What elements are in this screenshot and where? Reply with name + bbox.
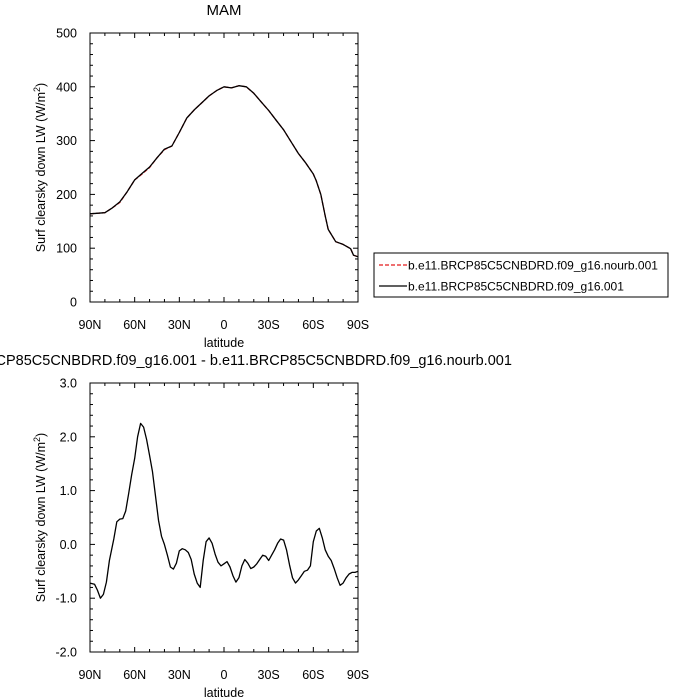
y-tick-label: 200 [56,188,77,202]
panel-difference: b.e11.BRCP85C5CNBDRD.f09_g16.001 - b.e11… [0,353,512,700]
y-tick-label: 1.0 [60,484,77,498]
y-tick-label: 3.0 [60,377,77,391]
x-tick-label: 90N [79,318,102,332]
y-tick-label: 400 [56,80,77,94]
legend: b.e11.BRCP85C5CNBDRD.f09_g16.nourb.001 b.… [373,252,669,298]
legend-label-0: b.e11.BRCP85C5CNBDRD.f09_g16.nourb.001 [408,259,658,273]
x-tick-label: 90S [347,668,369,682]
chart-title: MAM [207,2,242,19]
x-tick-label: 30N [168,668,191,682]
x-tick-label: 30S [258,668,280,682]
y-axis-label: Surf clearsky down LW (W/m2) [32,83,48,252]
panel-mam: MAM 90N 60N 30N 0 30S 60S 90S 0 100 200 300 400 500 la… [32,2,369,350]
plot-frame [89,382,359,653]
x-tick-label: 0 [221,318,228,332]
y-tick-label: 0.0 [60,538,77,552]
series-line-0 [89,85,359,258]
x-axis-label: latitude [204,686,244,700]
x-tick-label: 0 [221,668,228,682]
x-tick-label: 30N [168,318,191,332]
chart-title: b.e11.BRCP85C5CNBDRD.f09_g16.001 - b.e11… [0,353,512,369]
y-tick-label: 300 [56,134,77,148]
legend-box [373,252,669,298]
series-line-0 [89,422,359,599]
x-tick-label: 30S [258,318,280,332]
x-tick-label: 60S [302,318,324,332]
x-tick-label: 60N [123,668,146,682]
y-tick-label: 2.0 [60,430,77,444]
series-line-1 [89,85,359,258]
y-axis-label: Surf clearsky down LW (W/m2) [32,433,48,602]
x-tick-label: 90S [347,318,369,332]
legend-label-1: b.e11.BRCP85C5CNBDRD.f09_g16.001 [408,280,624,294]
plot-frame [89,32,359,303]
x-tick-label: 60S [302,668,324,682]
y-tick-label: 100 [56,242,77,256]
x-tick-label: 90N [79,668,102,682]
x-axis-label: latitude [204,336,244,350]
x-tick-label: 60N [123,318,146,332]
y-tick-label: 0 [70,296,77,310]
y-tick-label: -2.0 [55,646,77,660]
y-tick-label: 500 [56,27,77,41]
y-tick-label: -1.0 [55,592,77,606]
